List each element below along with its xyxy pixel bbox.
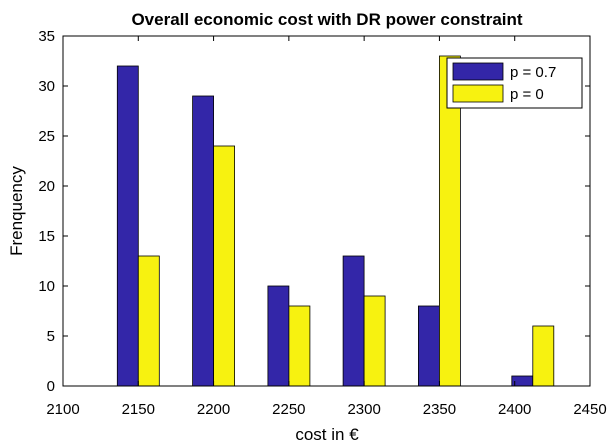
x-tick-label: 2100 xyxy=(46,401,79,418)
bar-series-2-bin-6 xyxy=(532,325,555,387)
legend-swatch-1 xyxy=(452,62,504,81)
bar-series-2-bin-1 xyxy=(137,255,160,387)
axes-layer: 2100 2150 2200 2250 2300 2350 2400 2450 0 5 10 15 20… xyxy=(38,28,606,418)
legend-label-1: p = 0.7 xyxy=(510,64,556,81)
y-tick-label: 15 xyxy=(38,228,55,245)
bar-series-1-bin-5 xyxy=(417,305,440,387)
y-axis-label: Frenquency xyxy=(7,166,26,256)
x-axis-label: cost in € xyxy=(295,425,359,444)
x-tick-label: 2400 xyxy=(498,401,531,418)
bar-series-2-bin-3 xyxy=(288,305,311,387)
y-tick-label: 0 xyxy=(47,378,55,395)
y-tick-label: 30 xyxy=(38,78,55,95)
y-tick-label: 10 xyxy=(38,278,55,295)
legend-label-2: p = 0 xyxy=(510,86,544,103)
y-tick-label: 35 xyxy=(38,28,55,45)
y-tick-label: 20 xyxy=(38,178,55,195)
bar-series-2-bin-2 xyxy=(213,145,236,387)
bar-series-1-bin-3 xyxy=(267,285,290,387)
legend: p = 0.7 p = 0 xyxy=(446,57,583,109)
bar-series-1-bin-4 xyxy=(342,255,365,387)
bar-series-1-bin-1 xyxy=(116,65,139,387)
x-tick-label: 2350 xyxy=(423,401,456,418)
x-tick-label: 2250 xyxy=(272,401,305,418)
axes-box xyxy=(62,35,591,387)
y-tick-label: 25 xyxy=(38,128,55,145)
x-tick-label: 2150 xyxy=(122,401,155,418)
legend-swatch-2 xyxy=(452,84,504,103)
chart-title: Overall economic cost with DR power cons… xyxy=(131,10,522,29)
bars-layer xyxy=(116,55,555,387)
x-tick-label: 2200 xyxy=(197,401,230,418)
bar-series-1-bin-2 xyxy=(192,95,215,387)
bar-series-2-bin-4 xyxy=(363,295,386,387)
x-tick-label: 2450 xyxy=(573,401,606,418)
y-tick-label: 5 xyxy=(47,328,55,345)
x-tick-label: 2300 xyxy=(347,401,380,418)
